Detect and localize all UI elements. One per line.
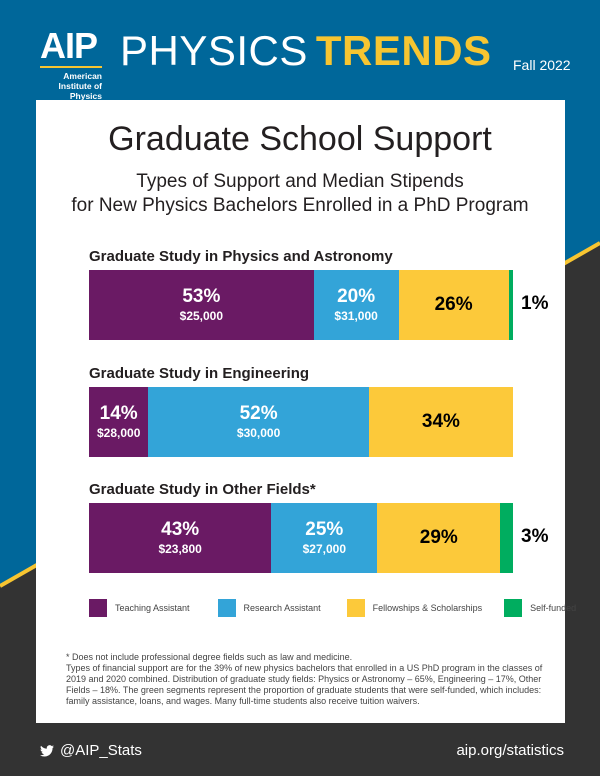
bar-segment: 20% $31,000 bbox=[313, 270, 399, 340]
footnotes: * Does not include professional degree f… bbox=[66, 652, 546, 707]
legend: Teaching Assistant Research Assistant Fell… bbox=[89, 599, 594, 617]
chart-subtitle: Types of Support and Median Stipends for… bbox=[0, 170, 600, 218]
website-link[interactable]: aip.org/statistics bbox=[456, 742, 564, 759]
data-label: 1% bbox=[521, 293, 549, 314]
legend-item: Research Assistant bbox=[217, 599, 321, 617]
group-title: Graduate Study in Engineering bbox=[89, 365, 310, 382]
aip-logo: AIP American Institute of Physics bbox=[40, 28, 102, 101]
data-label: 43% bbox=[161, 519, 200, 540]
subtitle-line-2: for New Physics Bachelors Enrolled in a … bbox=[71, 195, 529, 216]
footnote-body: Types of financial support are for the 3… bbox=[66, 663, 543, 706]
footnote-asterisk: * Does not include professional degree f… bbox=[66, 652, 353, 662]
logo-org: American Institute of Physics bbox=[58, 71, 102, 101]
logo-underline bbox=[40, 66, 102, 68]
legend-label: Teaching Assistant bbox=[115, 603, 190, 613]
logo-text: AIP bbox=[40, 25, 98, 66]
brand-thin: PHYSICS bbox=[120, 27, 308, 74]
legend-swatch bbox=[346, 599, 365, 617]
bar-segment bbox=[508, 270, 513, 340]
bar-segment: 53% $25,000 bbox=[89, 270, 314, 340]
twitter-text: @AIP_Stats bbox=[60, 742, 142, 759]
brand-title: PHYSICS TRENDS bbox=[120, 28, 492, 74]
bar-segment bbox=[500, 503, 513, 573]
group-title: Graduate Study in Other Fields* bbox=[89, 481, 316, 498]
data-label: 34% bbox=[421, 411, 460, 432]
data-label: 53% bbox=[182, 286, 221, 307]
legend-label: Research Assistant bbox=[243, 603, 321, 613]
group-title: Graduate Study in Physics and Astronomy bbox=[89, 248, 393, 265]
data-label: 20% bbox=[337, 286, 376, 307]
chart-title: Graduate School Support bbox=[108, 120, 492, 158]
bar-segment: 43% $23,800 bbox=[89, 503, 272, 573]
legend-swatch bbox=[504, 599, 523, 617]
bar-segment: 26% bbox=[398, 270, 509, 340]
data-label: 3% bbox=[521, 526, 549, 547]
legend-item: Self-funded bbox=[504, 599, 576, 617]
legend-item: Fellowships & Scholarships bbox=[346, 599, 483, 617]
twitter-bird-icon bbox=[40, 744, 54, 757]
data-label: 29% bbox=[419, 527, 458, 548]
legend-item: Teaching Assistant bbox=[89, 599, 190, 617]
legend-label: Fellowships & Scholarships bbox=[372, 603, 483, 613]
legend-swatch bbox=[217, 599, 236, 617]
legend-label: Self-funded bbox=[530, 603, 577, 613]
legend-swatch bbox=[89, 599, 107, 617]
stipend-label: $30,000 bbox=[236, 426, 281, 440]
stipend-label: $28,000 bbox=[96, 426, 141, 440]
data-label: 25% bbox=[305, 519, 344, 540]
data-label: 14% bbox=[99, 403, 138, 424]
twitter-handle[interactable]: @AIP_Stats bbox=[40, 742, 142, 759]
stipend-label: $25,000 bbox=[179, 309, 224, 323]
data-label: 26% bbox=[434, 294, 473, 315]
stipend-label: $27,000 bbox=[302, 542, 346, 556]
brand-bold: TRENDS bbox=[315, 27, 492, 74]
stipend-label: $31,000 bbox=[334, 309, 378, 323]
bar-segment: 14% $28,000 bbox=[89, 387, 149, 457]
bar-segment: 29% bbox=[377, 503, 501, 573]
data-label: 52% bbox=[239, 403, 278, 424]
bar-segment: 25% $27,000 bbox=[271, 503, 378, 573]
bar-segment: 34% bbox=[368, 387, 513, 457]
subtitle-line-1: Types of Support and Median Stipends bbox=[136, 171, 464, 192]
bar-segment: 52% $30,000 bbox=[148, 387, 369, 457]
issue-date: Fall 2022 bbox=[513, 57, 571, 73]
stipend-label: $23,800 bbox=[158, 542, 202, 556]
